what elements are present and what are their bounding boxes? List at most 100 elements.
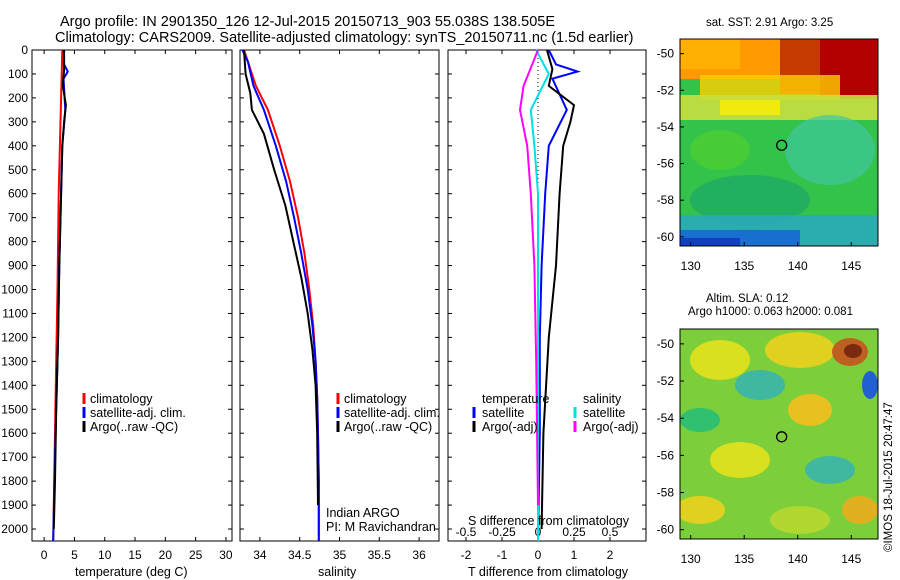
x-tick-label: 5 xyxy=(71,548,78,562)
sst-float-marker xyxy=(776,139,788,151)
salinity-note-line2: PI: M Ravichandran xyxy=(326,520,436,534)
x-tick-label: 2 xyxy=(607,548,614,562)
diff-legend-temperature-title: temperature xyxy=(482,392,550,406)
map-x-tick-label: 130 xyxy=(681,259,701,273)
sla-map-title-line1: Altim. SLA: 0.12 xyxy=(706,293,789,305)
diff-legend-t-satellite: satellite xyxy=(482,406,525,420)
x-tick-label: 25 xyxy=(189,548,203,562)
sst-map-frame xyxy=(679,38,879,247)
y-tick-label: 1700 xyxy=(1,450,28,464)
map-y-tick-label: -52 xyxy=(657,83,675,97)
y-tick-label: 1600 xyxy=(1,426,28,440)
x-tick-label: 10 xyxy=(98,548,112,562)
series-line-2-3 xyxy=(518,49,539,506)
map-x-tick-label: 135 xyxy=(734,552,754,566)
x-tick-label: 30 xyxy=(219,548,233,562)
y-tick-label: 1400 xyxy=(1,378,28,392)
y-tick-label: 900 xyxy=(8,259,28,273)
x-tick-label: 15 xyxy=(128,548,142,562)
map-x-tick-label: 130 xyxy=(681,552,701,566)
figure-title-line2: Climatology: CARS2009. Satellite-adjuste… xyxy=(55,30,634,46)
sla-float-marker xyxy=(776,431,788,443)
diff-legend-s-argo: Argo(-adj) xyxy=(583,420,639,434)
x-tick-label: 1 xyxy=(571,548,578,562)
map-x-tick-label: 140 xyxy=(788,259,808,273)
y-tick-label: 1800 xyxy=(1,474,28,488)
map-y-tick-label: -58 xyxy=(657,486,675,500)
map-y-tick-label: -54 xyxy=(657,120,675,134)
figure-title-line1: Argo profile: IN 2901350_126 12-Jul-2015… xyxy=(60,14,556,30)
x-tick-label: 0 xyxy=(535,548,542,562)
y-tick-label: 400 xyxy=(8,139,28,153)
y-tick-label: 800 xyxy=(8,235,28,249)
map-y-tick-label: -54 xyxy=(657,411,675,425)
diff-legend-t-argo: Argo(-adj) xyxy=(482,420,538,434)
series-line-2-2 xyxy=(529,49,550,541)
series-line-2-0 xyxy=(537,49,582,542)
map-y-tick-label: -60 xyxy=(657,523,675,537)
series-line-0-2 xyxy=(52,49,67,530)
x-tick-label: 35.5 xyxy=(368,548,392,562)
panel-frame-2 xyxy=(447,49,647,542)
temp-legend-climatology: climatology xyxy=(90,392,153,406)
sla-map-frame xyxy=(679,328,879,540)
y-tick-label: 0 xyxy=(21,43,28,57)
map-y-tick-label: -56 xyxy=(657,157,675,171)
sal-legend-satellite: satellite-adj. clim. xyxy=(344,406,440,420)
y-tick-label: 2000 xyxy=(1,522,28,536)
map-y-tick-label: -52 xyxy=(657,374,675,388)
x-tick-label: 20 xyxy=(159,548,173,562)
series-line-1-2 xyxy=(243,49,319,506)
map-y-tick-label: -58 xyxy=(657,193,675,207)
map-x-tick-label: 145 xyxy=(841,552,861,566)
x-tick-label: 0 xyxy=(41,548,48,562)
map-x-tick-label: 145 xyxy=(841,259,861,273)
series-line-2-1 xyxy=(540,49,576,530)
y-tick-label: 1000 xyxy=(1,283,28,297)
temp-legend-satellite: satellite-adj. clim. xyxy=(90,406,186,420)
diff-legend-s-satellite: satellite xyxy=(583,406,626,420)
y-tick-label: 1100 xyxy=(2,306,28,320)
y-tick-label: 200 xyxy=(8,91,28,105)
panel-frame-1 xyxy=(239,49,440,542)
y-tick-label: 1500 xyxy=(1,402,28,416)
y-tick-label: 600 xyxy=(8,187,28,201)
y-tick-label: 100 xyxy=(8,67,28,81)
x-top-tick-label: 0.5 xyxy=(602,525,619,539)
x-tick-label: -1 xyxy=(497,548,508,562)
x-tick-label: 34.5 xyxy=(288,548,312,562)
sst-map-title: sat. SST: 2.91 Argo: 3.25 xyxy=(706,17,834,29)
x-tick-label: 34 xyxy=(253,548,267,562)
panel-frame-0 xyxy=(31,49,233,542)
salinity-note-line1: Indian ARGO xyxy=(326,506,400,520)
map-y-tick-label: -50 xyxy=(657,47,675,61)
temperature-xlabel: temperature (deg C) xyxy=(75,565,188,579)
y-tick-label: 1900 xyxy=(1,498,28,512)
x-tick-label: 35 xyxy=(333,548,347,562)
sal-legend-argo: Argo(..raw -QC) xyxy=(344,420,433,434)
sla-map xyxy=(680,329,878,539)
x-top-tick-label: -0.5 xyxy=(456,525,477,539)
difference-xlabel-top: S difference from climatology xyxy=(468,514,629,528)
y-tick-label: 1300 xyxy=(1,354,28,368)
imos-credit: ©IMOS 18-Jul-2015 20:47:47 xyxy=(883,402,895,552)
y-tick-label: 1200 xyxy=(1,330,28,344)
map-y-tick-label: -50 xyxy=(657,337,675,351)
difference-xlabel: T difference from climatology xyxy=(468,565,629,579)
sla-map-title-line2: Argo h1000: 0.063 h2000: 0.081 xyxy=(688,306,853,318)
x-top-tick-label: 0.25 xyxy=(562,525,586,539)
map-y-tick-label: -60 xyxy=(657,230,675,244)
y-tick-label: 500 xyxy=(8,163,28,177)
diff-legend-salinity-title: salinity xyxy=(583,392,622,406)
y-tick-label: 300 xyxy=(8,115,28,129)
x-tick-label: 36 xyxy=(412,548,426,562)
x-top-tick-label: -0.25 xyxy=(488,525,516,539)
series-line-1-1 xyxy=(241,49,320,541)
x-tick-label: -2 xyxy=(461,548,472,562)
salinity-xlabel: salinity xyxy=(318,565,357,579)
sal-legend-climatology: climatology xyxy=(344,392,407,406)
map-x-tick-label: 135 xyxy=(734,259,754,273)
map-y-tick-label: -56 xyxy=(657,448,675,462)
temp-legend-argo: Argo(..raw -QC) xyxy=(90,420,179,434)
